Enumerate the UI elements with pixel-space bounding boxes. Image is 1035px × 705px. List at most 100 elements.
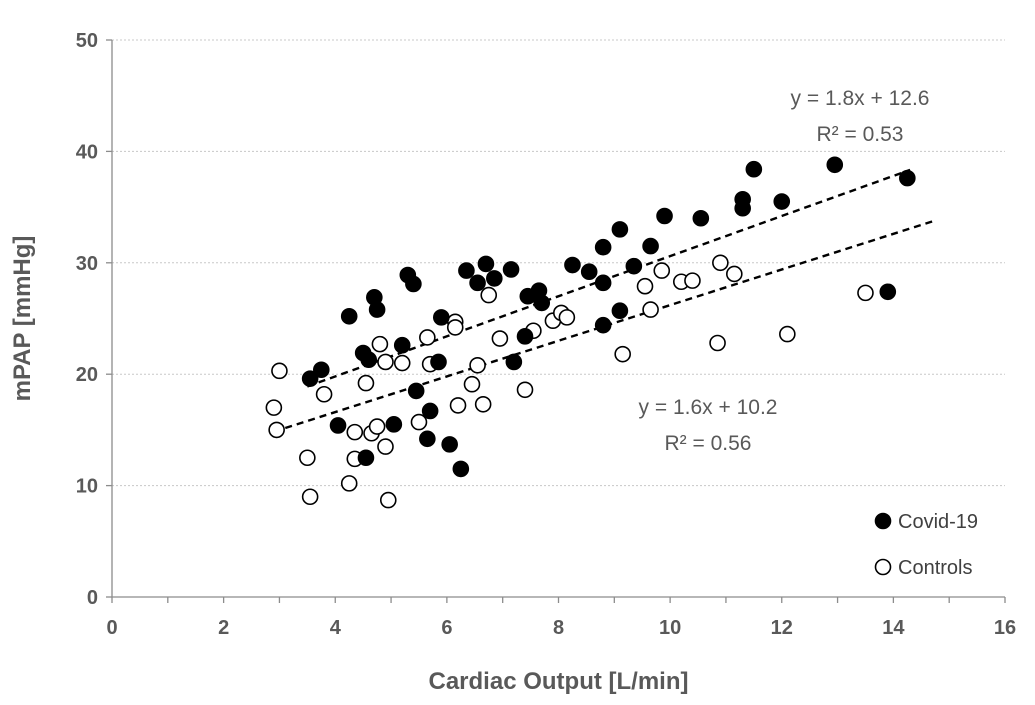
control-point [419, 329, 436, 346]
covid-point [734, 199, 751, 217]
covid-point [516, 328, 534, 345]
control-point [377, 438, 394, 455]
covid-point [469, 274, 486, 292]
covid-point [385, 416, 403, 433]
axes [106, 39, 1006, 603]
covid-point [340, 307, 358, 325]
control-point [779, 325, 796, 343]
control-point [684, 272, 701, 289]
covid-point [879, 283, 897, 301]
trendlines [273, 168, 933, 433]
control-point [474, 395, 492, 413]
covid-point [393, 336, 411, 354]
control-point [377, 353, 394, 371]
covid-point [357, 449, 375, 467]
covid-point [407, 382, 425, 400]
control-point [653, 262, 671, 279]
y-tick-label: 0 [87, 587, 98, 609]
x-tick-label: 8 [553, 617, 564, 639]
covid-point [458, 262, 475, 279]
covid-point [419, 430, 436, 448]
covid-point [405, 275, 422, 293]
covid-point [745, 160, 763, 178]
control-point [446, 319, 464, 336]
covid-point [826, 156, 844, 174]
control-point [642, 301, 659, 318]
covid-point [432, 309, 450, 326]
x-tick-label: 6 [441, 617, 452, 639]
control-point [463, 375, 481, 393]
control-point [268, 421, 285, 439]
control-point [346, 423, 364, 441]
covid-point [502, 261, 520, 278]
control-point [491, 330, 509, 347]
x-tick-label: 0 [106, 617, 117, 639]
control-point [265, 399, 283, 416]
covid-point [329, 417, 347, 434]
x-tick-label: 10 [659, 617, 681, 639]
covid-trendline-r2: R² = 0.53 [817, 123, 904, 146]
covid-point [312, 361, 330, 379]
covid-point [899, 169, 916, 187]
legend-controls-marker [874, 558, 892, 576]
y-tick-label: 40 [76, 141, 98, 163]
covid-point [505, 353, 523, 371]
legend-covid-marker [874, 512, 892, 530]
control-point [357, 374, 375, 392]
x-tick-label: 12 [771, 617, 793, 639]
x-axis-title: Cardiac Output [L/min] [429, 668, 689, 695]
covid-point [642, 237, 659, 255]
covid-point [360, 351, 378, 369]
controls-trendline [273, 220, 933, 433]
control-point [726, 265, 743, 283]
covid-point [692, 209, 710, 227]
x-tick-label: 2 [218, 617, 229, 639]
control-point [315, 385, 333, 403]
covid-trendline-equation: y = 1.8x + 12.6 [791, 87, 930, 110]
control-point [299, 449, 316, 467]
control-point [371, 335, 389, 353]
covid-point [477, 255, 495, 273]
tick-labels: 0 10 20 30 40 50 0 2 4 6 8 10 12 14 16 [76, 30, 1016, 639]
control-point [410, 413, 428, 431]
covid-point [486, 270, 503, 287]
control-point [368, 418, 386, 435]
y-axis-title: mPAP [mmHg] [9, 236, 36, 402]
control-point [480, 286, 498, 304]
y-tick-label: 10 [76, 476, 98, 498]
y-tick-label: 20 [76, 364, 98, 386]
control-point [379, 491, 397, 509]
control-point [516, 381, 534, 399]
covid-trendline [306, 168, 911, 388]
covid-point [611, 302, 629, 320]
covid-point [611, 221, 629, 238]
covid-point [773, 193, 791, 210]
covid-point [533, 294, 551, 312]
legend-controls-label: Controls [898, 557, 972, 579]
covid-point [656, 207, 673, 225]
control-point [271, 362, 288, 380]
x-tick-label: 4 [330, 617, 342, 639]
y-tick-label: 30 [76, 253, 98, 275]
legend: Covid-19 Controls [874, 511, 978, 579]
control-point [712, 254, 729, 272]
control-point [558, 309, 576, 326]
covid-point [564, 256, 581, 274]
control-point [857, 284, 874, 302]
x-tick-label: 16 [994, 617, 1016, 639]
legend-covid-label: Covid-19 [898, 511, 978, 533]
control-point [636, 277, 654, 295]
control-point [449, 397, 467, 414]
covid-point [430, 353, 447, 371]
gridlines [112, 39, 1005, 487]
covid-point [421, 402, 439, 420]
covid-point [625, 257, 643, 275]
controls-trendline-r2: R² = 0.56 [665, 432, 752, 455]
covid-point [441, 436, 458, 453]
covid-point [301, 370, 319, 387]
covid-point [594, 274, 612, 292]
control-point [393, 354, 411, 372]
control-point [709, 334, 726, 352]
covid-point [452, 460, 470, 478]
